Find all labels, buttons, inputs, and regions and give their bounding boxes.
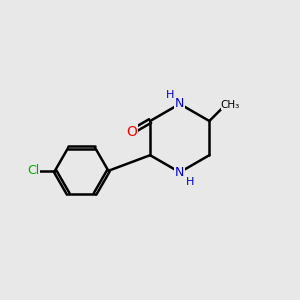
Text: Cl: Cl xyxy=(27,164,39,177)
Text: H: H xyxy=(165,90,174,100)
Text: N: N xyxy=(175,166,184,179)
Text: O: O xyxy=(126,125,137,139)
Text: CH₃: CH₃ xyxy=(220,100,240,110)
Text: H: H xyxy=(186,176,194,187)
Text: N: N xyxy=(175,98,184,110)
